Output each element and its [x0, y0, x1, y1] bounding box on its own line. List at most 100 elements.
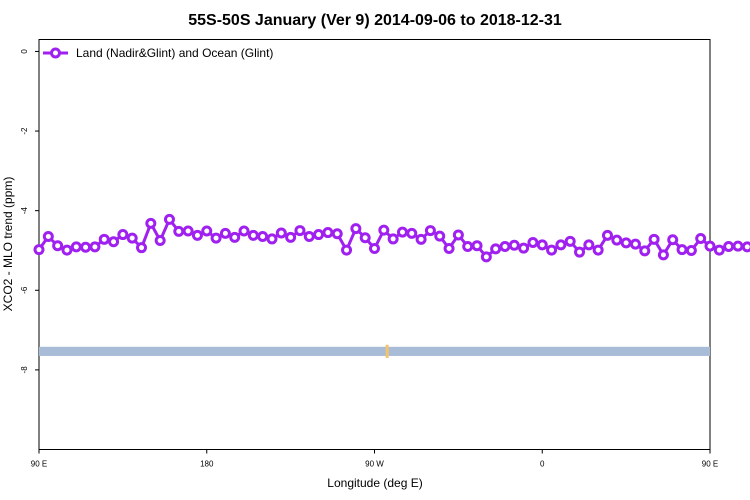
data-point	[285, 231, 297, 243]
data-point	[695, 233, 707, 245]
data-point	[163, 213, 175, 225]
data-point	[80, 241, 92, 253]
data-point	[620, 237, 632, 249]
legend: Land (Nadir&Glint) and Ocean (Glint)	[43, 46, 273, 60]
data-point	[396, 226, 408, 238]
data-point	[98, 233, 110, 245]
data-point	[518, 242, 530, 254]
data-point	[424, 225, 436, 237]
data-point	[201, 225, 213, 237]
data-point	[592, 244, 604, 256]
y-tick-label: -4	[20, 207, 29, 215]
data-point	[136, 242, 148, 254]
data-point	[611, 234, 623, 246]
data-point	[238, 225, 250, 237]
data-point	[536, 239, 548, 251]
data-point	[313, 229, 325, 241]
data-point	[341, 244, 353, 256]
data-point	[387, 233, 399, 245]
legend-series-label: Land (Nadir&Glint) and Ocean (Glint)	[76, 46, 273, 60]
data-point	[527, 237, 539, 249]
data-point	[462, 240, 474, 252]
data-point	[369, 242, 380, 254]
data-point	[52, 240, 64, 252]
data-point	[275, 227, 287, 239]
data-point	[117, 229, 129, 241]
x-axis-label: Longitude (deg E)	[327, 476, 422, 490]
data-point	[182, 225, 194, 237]
data-point	[741, 241, 750, 253]
data-point	[685, 244, 697, 256]
data-point	[601, 229, 613, 241]
x-tick-label: 0	[540, 460, 545, 469]
data-point	[145, 217, 157, 229]
chart-title: 55S-50S January (Ver 9) 2014-09-06 to 20…	[188, 12, 562, 29]
data-point	[546, 244, 558, 256]
data-point	[434, 230, 446, 242]
data-point	[657, 249, 669, 261]
data-point	[490, 243, 502, 255]
data-point	[154, 235, 166, 247]
data-point	[303, 231, 315, 243]
data-point	[508, 239, 520, 251]
data-point	[406, 227, 418, 239]
data-point	[564, 235, 576, 247]
data-point	[471, 240, 483, 252]
data-point	[713, 244, 725, 256]
y-tick-label: -6	[20, 286, 29, 294]
coverage-band-group	[39, 344, 710, 358]
data-point	[257, 231, 269, 243]
data-point	[126, 232, 138, 244]
data-point	[555, 239, 567, 251]
data-point	[452, 229, 464, 241]
data-point	[42, 231, 54, 243]
data-point	[210, 232, 222, 244]
data-point	[704, 240, 716, 252]
legend-marker-swatch	[50, 47, 61, 59]
data-point	[322, 227, 334, 239]
data-point	[33, 244, 45, 256]
coverage-highlight	[385, 344, 389, 358]
data-point	[480, 251, 492, 263]
x-tick-label: 90 W	[365, 460, 384, 469]
data-point	[378, 224, 390, 236]
data-point	[629, 238, 641, 250]
data-point	[676, 244, 688, 256]
data-point	[61, 244, 73, 256]
data-point	[219, 227, 231, 239]
y-tick-label: -8	[20, 366, 29, 374]
y-tick-label: -2	[20, 127, 29, 135]
data-point	[648, 233, 660, 245]
data-point	[359, 232, 371, 244]
y-axis-label: XCO2 - MLO trend (ppm)	[1, 177, 15, 312]
data-point	[331, 228, 343, 240]
data-series	[33, 213, 750, 263]
data-point	[70, 241, 82, 253]
data-point	[723, 240, 735, 252]
data-point	[667, 234, 679, 246]
x-tick-label: 180	[200, 460, 214, 469]
data-point	[583, 239, 595, 251]
y-axis: 0 -2 -4 -6 -8	[20, 49, 39, 374]
data-point	[89, 241, 101, 253]
y-tick-label: 0	[20, 49, 29, 54]
data-point	[173, 225, 185, 237]
data-point	[294, 225, 306, 237]
data-point	[639, 245, 651, 257]
data-point	[191, 229, 203, 241]
data-point	[266, 233, 278, 245]
data-point	[108, 236, 120, 248]
data-point	[499, 240, 511, 252]
data-point	[574, 246, 586, 258]
data-point	[350, 223, 362, 235]
data-point	[415, 233, 427, 245]
x-tick-label: 90 E	[702, 460, 718, 469]
data-point	[229, 231, 241, 243]
data-point	[732, 240, 744, 252]
data-point	[443, 242, 455, 254]
data-point	[247, 229, 259, 241]
x-tick-label: 90 E	[31, 460, 47, 469]
coverage-band	[39, 346, 710, 356]
